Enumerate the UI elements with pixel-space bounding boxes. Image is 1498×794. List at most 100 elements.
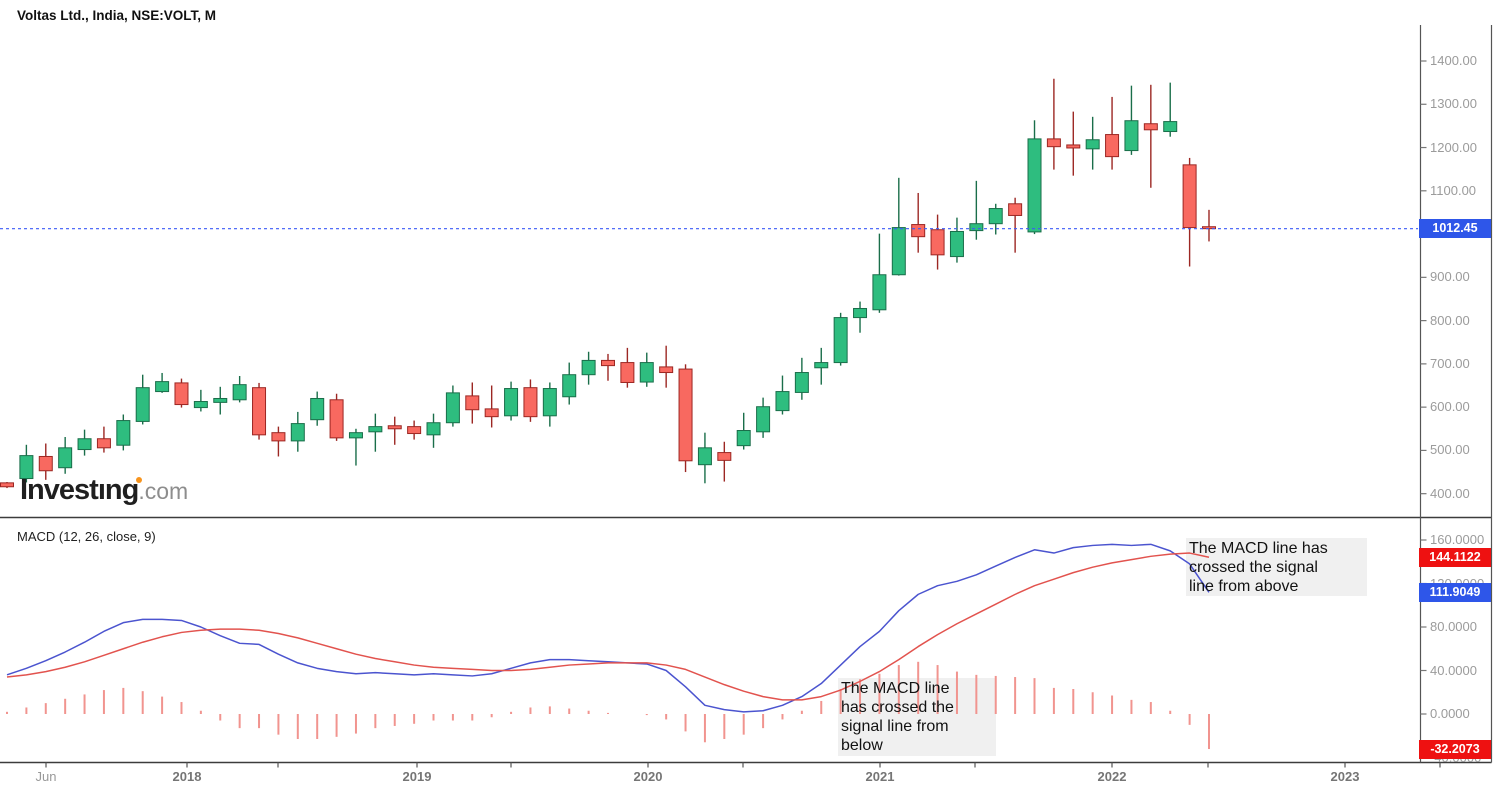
candle-jan-2018 [174,382,189,406]
candle-dec-2021 [1085,139,1100,150]
time-axis-label-2019: 2019 [402,769,432,784]
candle-jul-2020 [756,406,771,433]
candle-dec-2017 [155,381,170,393]
candle-feb-2019 [426,422,441,436]
candle-jun-2019 [504,388,519,417]
candle-jun-2018 [271,432,286,442]
macd-histogram-value-badge: -32.2073 [1419,739,1491,759]
candle-sep-2021 [1027,138,1042,233]
candle-mar-2021 [911,224,926,238]
annotation-line: below [841,737,883,754]
candle-aug-2017 [77,438,92,451]
time-axis-label-2021: 2021 [865,769,895,784]
candle-mar-2020 [678,368,693,462]
candle-apr-2020 [697,447,712,466]
annotation-line: has crossed the [841,699,954,716]
candle-jan-2020 [639,362,654,383]
price-axis-label: 1200.00 [1430,139,1477,155]
candle-sep-2018 [329,399,344,439]
investing-watermark: Investıng.com [20,474,188,507]
candle-jun-2017 [38,455,53,472]
macd-signal-value-badge: 144.1122 [1419,547,1491,567]
candle-aug-2018 [310,397,325,421]
candle-apr-2021 [930,229,945,256]
candle-jul-2017 [58,447,73,469]
symbol-title: Voltas Ltd., India, NSE:VOLT, M [17,8,217,23]
candle-dec-2019 [620,362,635,383]
time-axis-label-2023: 2023 [1330,769,1360,784]
price-axis-label: 800.00 [1430,312,1470,328]
candle-oct-2021 [1046,138,1061,148]
candle-feb-2018 [193,401,208,409]
current-price-badge: 1012.45 [1419,219,1491,239]
candle-jan-2021 [872,274,887,311]
candle-oct-2020 [814,362,829,369]
watermark-dot-icon [136,477,142,483]
macd-cross-above-annotation: The MACD line has crossed the signal line … [1186,538,1373,597]
annotation-backgrounds [838,538,1367,756]
price-axis-label: 900.00 [1430,269,1470,285]
time-axis-label-jun: Jun [35,769,57,784]
candle-sep-2017 [96,438,111,449]
candle-mar-2019 [445,392,460,424]
candle-nov-2018 [368,426,383,433]
candle-jun-2020 [736,430,751,447]
candles [0,78,1216,489]
macd-indicator-label: MACD (12, 26, close, 9) [17,529,156,544]
candle-nov-2020 [833,317,848,364]
macd-axis-label: 0.0000 [1430,706,1470,721]
macd-axis-label: 40.0000 [1430,662,1477,678]
candle-apr-2018 [232,384,247,401]
candle-jul-2019 [523,387,538,418]
price-axis-label: 1300.00 [1430,96,1477,112]
macd-axis-label: 80.0000 [1430,619,1477,634]
candle-dec-2018 [387,425,402,430]
price-axis-label: 1400.00 [1430,53,1477,68]
candle-may-2021 [949,230,964,258]
candle-apr-2019 [465,395,480,411]
candle-aug-2021 [1008,203,1023,216]
macd-axis-label: 160.0000 [1430,532,1485,547]
candle-jul-2018 [290,423,305,442]
macd-signal-line [6,552,1210,701]
annotation-line: line from above [1189,578,1299,595]
candle-feb-2021 [891,227,906,276]
candle-sep-2019 [562,374,577,398]
candle-mar-2022 [1143,123,1158,131]
candle-nov-2017 [135,387,150,422]
candle-feb-2022 [1124,120,1139,152]
watermark-tld: .com [138,478,189,504]
annotation-line: The MACD line [841,680,950,697]
candle-jul-2021 [988,208,1003,225]
annotation-line: The MACD line has [1189,540,1328,557]
macd-cross-above-background [1186,538,1367,596]
macd-histogram [6,661,1210,750]
candle-jan-2019 [407,426,422,435]
macd-line [6,543,1210,713]
candle-apr-2022 [1163,121,1178,133]
price-axis-label: 600.00 [1430,399,1470,415]
annotation-line: signal line from [841,718,949,735]
macd-line-value-badge: 111.9049 [1419,582,1491,602]
candle-mar-2018 [213,397,228,403]
candle-may-2022 [1182,164,1197,229]
candle-oct-2017 [116,420,131,446]
candle-oct-2019 [581,359,596,376]
time-axis-label-2022: 2022 [1097,769,1127,784]
candle-nov-2019 [600,359,615,367]
candle-feb-2020 [659,366,674,374]
macd-cross-below-annotation: The MACD line has crossed the signal line … [838,678,1002,756]
candle-may-2020 [717,452,732,461]
candle-dec-2020 [853,307,868,319]
candle-jun-2021 [969,223,984,232]
candle-jan-2022 [1105,134,1120,158]
candle-may-2017 [19,455,34,480]
macd-cross-below-background [838,678,996,756]
watermark-brand: Investıng [20,474,139,506]
axes [0,25,1493,768]
candle-oct-2018 [348,432,363,439]
time-axis-label-2020: 2020 [633,769,663,784]
price-axis-label: 700.00 [1430,355,1470,371]
